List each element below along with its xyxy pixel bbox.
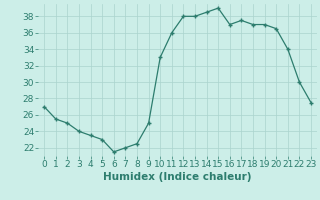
- X-axis label: Humidex (Indice chaleur): Humidex (Indice chaleur): [103, 172, 252, 182]
